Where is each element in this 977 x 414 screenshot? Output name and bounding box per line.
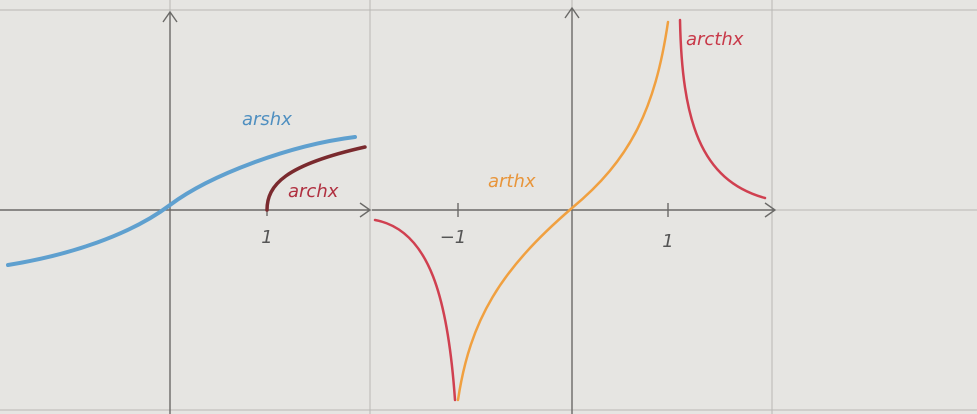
- curve-label: archx: [288, 181, 339, 202]
- photo: arshx archx arthx arcthx 1 −1 1: [0, 0, 977, 414]
- tick-label: −1: [440, 227, 467, 248]
- curve-label: arthx: [488, 171, 536, 192]
- curve-label: arcthx: [686, 29, 744, 50]
- tick-label: 1: [662, 231, 673, 252]
- curve-label: arshx: [242, 109, 292, 130]
- paper: [0, 0, 977, 414]
- tick-label: 1: [261, 227, 272, 248]
